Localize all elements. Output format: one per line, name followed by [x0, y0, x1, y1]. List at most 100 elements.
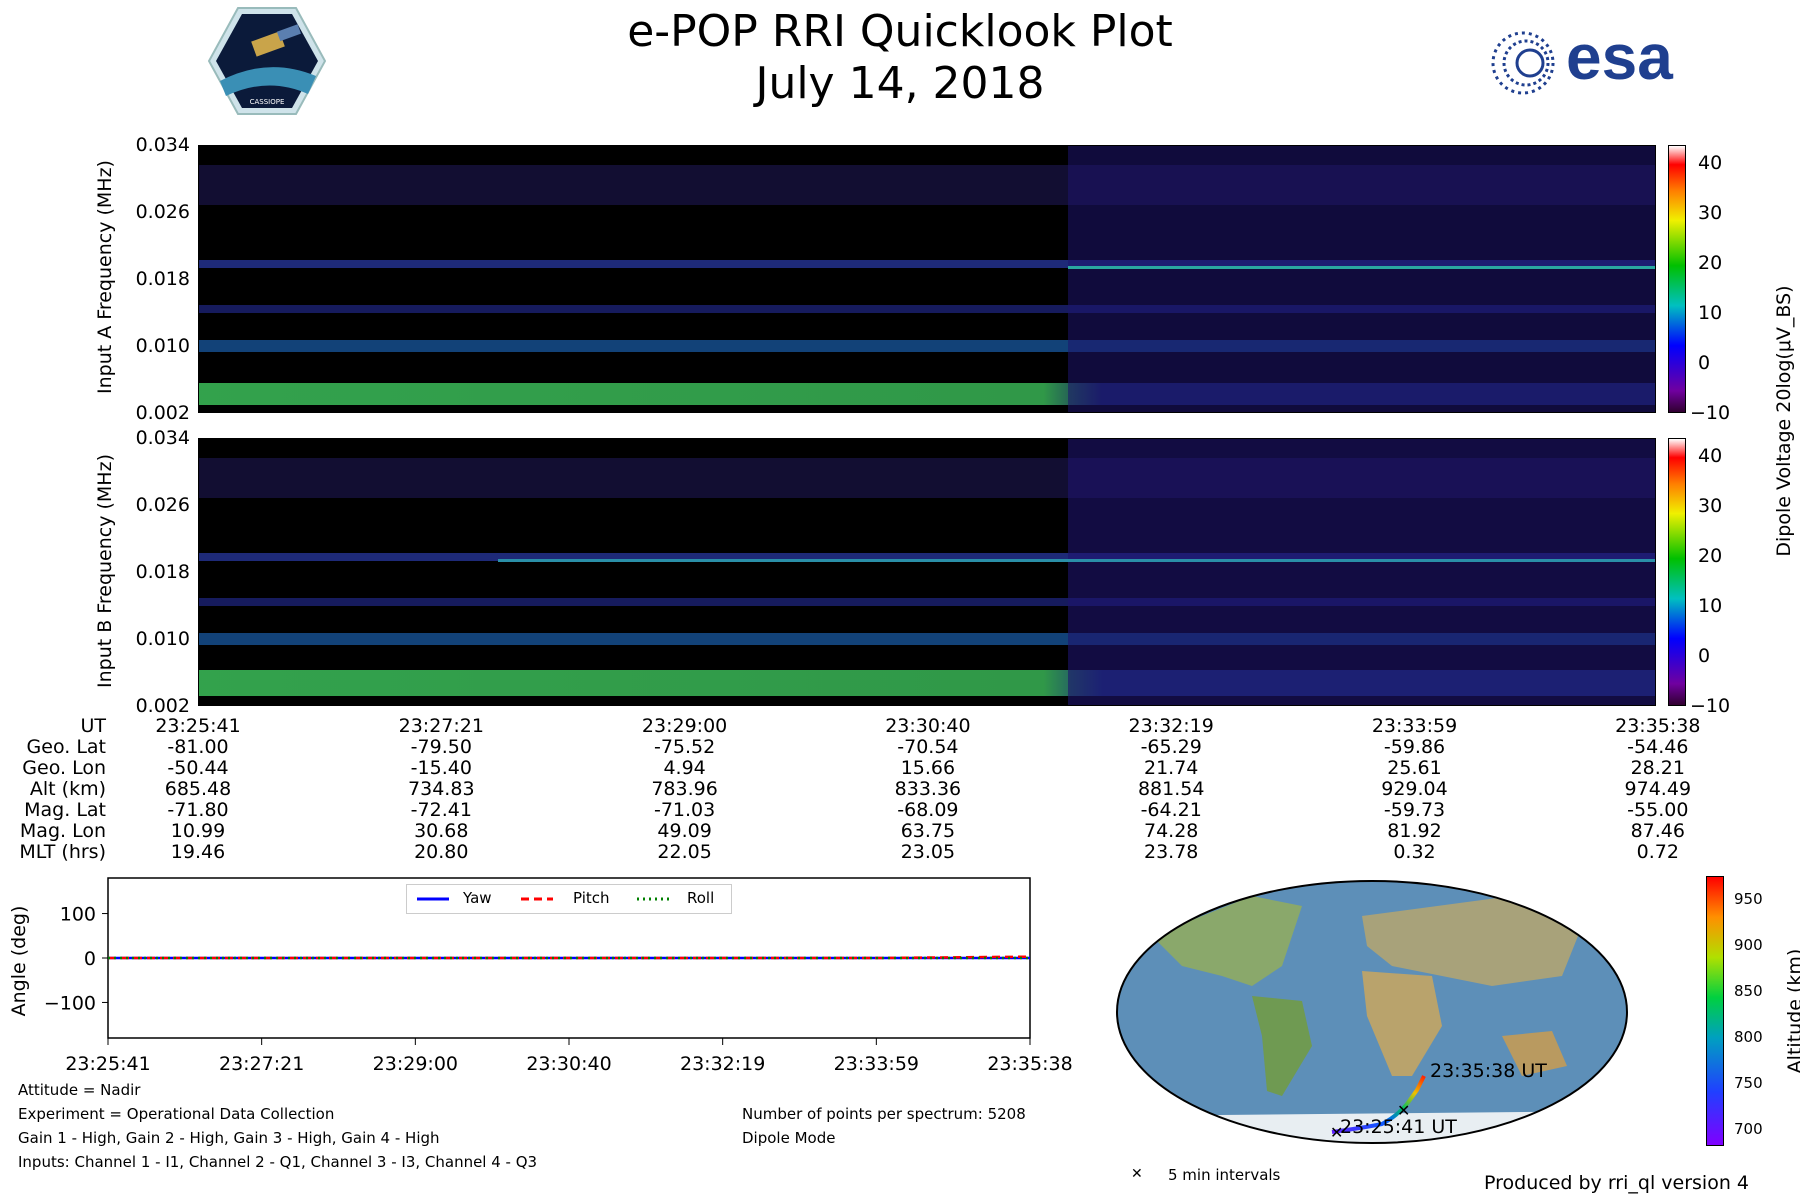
- colorbar-input-a: [1668, 145, 1686, 413]
- info-cell: -79.50: [410, 736, 472, 758]
- legend-roll: Roll: [687, 889, 715, 907]
- ylabel-input-a: Input A Frequency (MHz): [94, 160, 116, 394]
- altitude-colorbar-label: Altitude (km): [1784, 948, 1800, 1074]
- info-cell: -70.54: [897, 736, 959, 758]
- info-cell: -71.80: [167, 799, 229, 821]
- info-cell: 23:32:19: [1128, 715, 1214, 737]
- info-cell: 0.72: [1636, 841, 1679, 863]
- info-cell: -54.46: [1627, 736, 1689, 758]
- cbar-b-tick-2: 20: [1698, 545, 1723, 567]
- info-label-mag-lon: Mag. Lon: [19, 820, 106, 842]
- note-mode: Dipole Mode: [742, 1129, 836, 1147]
- alt-tick-5: 700: [1734, 1120, 1763, 1138]
- info-cell: -64.21: [1140, 799, 1202, 821]
- info-cell: 30.68: [414, 820, 469, 842]
- note-gains: Gain 1 - High, Gain 2 - High, Gain 3 - H…: [18, 1129, 440, 1147]
- esa-logo: esa: [1478, 21, 1698, 98]
- page-date: July 14, 2018: [755, 58, 1045, 109]
- x-tick-label: 23:32:19: [680, 1053, 765, 1075]
- info-cell: -75.52: [653, 736, 716, 758]
- info-cell: -50.44: [167, 757, 229, 779]
- ytick-a-0: 0.034: [135, 134, 190, 156]
- note-attitude: Attitude = Nadir: [18, 1081, 141, 1099]
- note-inputs: Inputs: Channel 1 - I1, Channel 2 - Q1, …: [18, 1153, 538, 1171]
- info-cell: 881.54: [1137, 778, 1205, 800]
- info-cell: 28.21: [1630, 757, 1685, 779]
- esa-logo-text: esa: [1566, 21, 1673, 93]
- spectrogram-input-b-frame: [198, 438, 1656, 706]
- cbar-b-tick-5: −10: [1690, 695, 1731, 717]
- info-label-alt: Alt (km): [29, 778, 106, 800]
- info-cell: 974.49: [1624, 778, 1692, 800]
- cbar-a-tick-4: 0: [1698, 352, 1711, 374]
- ytick-a-3: 0.010: [135, 335, 190, 357]
- ytick-b-1: 0.026: [135, 494, 190, 516]
- ytick-b-4: 0.002: [135, 695, 190, 717]
- info-cell: 23:29:00: [641, 715, 728, 737]
- info-cell: 929.04: [1381, 778, 1448, 800]
- x-tick-label: 23:30:40: [526, 1053, 611, 1075]
- info-label-ut: UT: [80, 715, 106, 737]
- ytick-a-4: 0.002: [135, 402, 190, 424]
- info-cell: 22.05: [657, 841, 712, 863]
- info-cell: -81.00: [167, 736, 229, 758]
- y-tick-label: 100: [60, 904, 96, 926]
- note-points: Number of points per spectrum: 5208: [742, 1105, 1026, 1123]
- cbar-a-tick-5: −10: [1690, 402, 1731, 424]
- cbar-b-tick-0: 40: [1698, 445, 1723, 467]
- cassiope-logo: CASSIOPE: [207, 6, 327, 116]
- cbar-a-tick-1: 30: [1698, 202, 1723, 224]
- info-cell: 4.94: [663, 757, 706, 779]
- info-cell: 23:25:41: [155, 715, 241, 737]
- info-cell: 87.46: [1630, 820, 1685, 842]
- info-cell: 15.66: [900, 757, 956, 779]
- attitude-chart: 100 0 −100 23:25:41 23:27:21 23:29:00 23:30:40…: [0, 870, 1100, 1090]
- info-table: UT Geo. Lat Geo. Lon Alt (km) Mag. Lat M…: [0, 716, 1800, 866]
- spectrogram-input-a-frame: [198, 145, 1656, 413]
- info-cell: 734.83: [408, 778, 475, 800]
- alt-tick-4: 750: [1734, 1074, 1763, 1092]
- info-cell: 25.61: [1387, 757, 1442, 779]
- y-tick-label: −100: [44, 992, 96, 1014]
- info-cell: 49.09: [657, 820, 712, 842]
- info-cell: 81.92: [1387, 820, 1442, 842]
- info-cell: 0.32: [1393, 841, 1436, 863]
- note-experiment: Experiment = Operational Data Collection: [18, 1105, 335, 1123]
- info-cell: -55.00: [1627, 799, 1689, 821]
- cassiope-logo-text: CASSIOPE: [249, 98, 285, 106]
- ytick-a-1: 0.026: [135, 201, 190, 223]
- ytick-a-2: 0.018: [135, 268, 190, 290]
- produced-by: Produced by rri_ql version 4: [1484, 1172, 1749, 1194]
- spectrogram-input-b: [198, 438, 1656, 706]
- colorbar-label-dipole: Dipole Voltage 20log(μV_BS): [1773, 285, 1795, 557]
- info-cell: 74.28: [1143, 820, 1199, 842]
- info-cell: 21.74: [1143, 757, 1199, 779]
- ytick-b-0: 0.034: [135, 427, 190, 449]
- map-start-label: 23:25:41 UT: [1340, 1116, 1457, 1138]
- cbar-b-tick-4: 0: [1698, 645, 1711, 667]
- cbar-b-tick-3: 10: [1698, 595, 1723, 617]
- map-marker-note: 5 min intervals: [1168, 1166, 1281, 1184]
- altitude-colorbar: [1706, 876, 1724, 1146]
- info-cell: 23.78: [1143, 841, 1199, 863]
- alt-tick-3: 800: [1734, 1028, 1763, 1046]
- cbar-a-tick-0: 40: [1698, 152, 1723, 174]
- x-tick-label: 23:35:38: [987, 1053, 1072, 1075]
- attitude-legend: Yaw Pitch Roll: [406, 884, 732, 914]
- y-tick-label: 0: [84, 948, 96, 970]
- info-cell: -59.73: [1383, 799, 1446, 821]
- alt-tick-1: 900: [1734, 936, 1763, 954]
- info-label-mag-lat: Mag. Lat: [24, 799, 106, 821]
- info-cell: 23:27:21: [398, 715, 484, 737]
- svg-text:✕: ✕: [1330, 1123, 1343, 1142]
- info-cell: 19.46: [170, 841, 226, 863]
- info-cell: -68.09: [897, 799, 959, 821]
- legend-yaw: Yaw: [463, 889, 492, 907]
- info-cell: 833.36: [894, 778, 962, 800]
- info-label-geo-lon: Geo. Lon: [22, 757, 106, 779]
- alt-tick-0: 950: [1734, 890, 1763, 908]
- info-cell: 23:35:38: [1615, 715, 1701, 737]
- info-cell: -71.03: [653, 799, 716, 821]
- info-cell: 23:30:40: [885, 715, 971, 737]
- attitude-ylabel: Angle (deg): [8, 905, 30, 1017]
